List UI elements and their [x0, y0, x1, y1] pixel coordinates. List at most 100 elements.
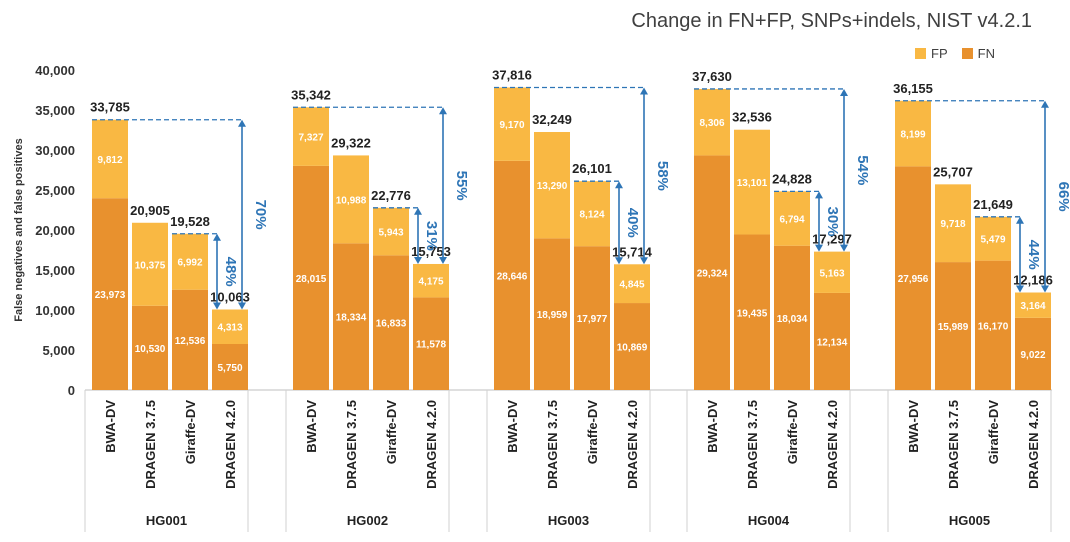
total-value-label: 29,322 — [331, 135, 371, 150]
bar-fn — [694, 155, 730, 390]
x-tick-label: DRAGEN 4.2.0 — [223, 400, 238, 489]
fn-value-label: 17,977 — [577, 314, 608, 325]
reduction-percent-label: 30% — [824, 206, 841, 236]
total-value-label: 35,342 — [291, 87, 331, 102]
fp-value-label: 6,794 — [779, 215, 804, 226]
total-value-label: 17,297 — [812, 232, 852, 247]
fn-value-label: 9,022 — [1020, 350, 1045, 361]
bar-fn — [574, 246, 610, 390]
group-label: HG004 — [748, 513, 790, 528]
fn-value-label: 19,435 — [737, 308, 768, 319]
bar-fp — [1015, 292, 1051, 318]
fp-value-label: 7,327 — [298, 133, 323, 144]
x-tick-label: BWA-DV — [505, 400, 520, 453]
fn-value-label: 12,536 — [175, 336, 206, 347]
fn-value-label: 18,959 — [537, 310, 568, 321]
fp-value-label: 5,479 — [980, 235, 1005, 246]
arrow-head-down — [1016, 285, 1024, 293]
y-tick-label: 25,000 — [35, 183, 75, 198]
total-value-label: 21,649 — [973, 197, 1013, 212]
bar-fp — [534, 132, 570, 239]
x-tick-label: DRAGEN 3.7.5 — [946, 400, 961, 489]
x-tick-label: BWA-DV — [906, 400, 921, 453]
x-tick-label: Giraffe-DV — [183, 400, 198, 465]
x-tick-label: BWA-DV — [304, 400, 319, 453]
reduction-percent-label: 66% — [1055, 182, 1070, 212]
reduction-percent-label: 55% — [453, 171, 470, 201]
bar-fp — [333, 155, 369, 244]
arrow-head-up — [615, 181, 623, 189]
fn-value-label: 5,750 — [217, 363, 242, 374]
bar-fn — [814, 292, 850, 390]
x-tick-label: DRAGEN 3.7.5 — [143, 400, 158, 489]
bar-fn — [494, 160, 530, 390]
x-tick-label: DRAGEN 4.2.0 — [825, 400, 840, 489]
fn-value-label: 28,646 — [497, 271, 528, 282]
total-value-label: 37,630 — [692, 69, 732, 84]
bar-fp — [895, 100, 931, 167]
bar-fn — [92, 198, 128, 390]
bar-fp — [734, 129, 770, 235]
fn-value-label: 15,989 — [938, 322, 969, 333]
fn-value-label: 29,324 — [697, 269, 728, 280]
bar-fp — [92, 119, 128, 199]
arrow-head-down — [439, 256, 447, 264]
legend-label-fp: FP — [931, 46, 948, 61]
y-tick-label: 40,000 — [35, 63, 75, 78]
legend-swatch-fp — [915, 48, 926, 59]
fn-value-label: 16,170 — [978, 321, 1009, 332]
total-value-label: 32,249 — [532, 112, 572, 127]
arrow-head-up — [1016, 216, 1024, 224]
arrow-head-up — [640, 87, 648, 95]
total-value-label: 24,828 — [772, 171, 812, 186]
x-tick-label: Giraffe-DV — [585, 400, 600, 465]
bar-fn — [534, 238, 570, 390]
fp-value-label: 4,175 — [418, 277, 443, 288]
x-tick-label: DRAGEN 4.2.0 — [424, 400, 439, 489]
x-tick-label: BWA-DV — [103, 400, 118, 453]
total-value-label: 37,816 — [492, 67, 532, 82]
fp-value-label: 9,170 — [499, 120, 524, 131]
legend-item-fn: FN — [961, 46, 995, 61]
arrow-head-down — [615, 257, 623, 265]
arrow-head-down — [238, 302, 246, 310]
x-tick-label: Giraffe-DV — [384, 400, 399, 465]
reduction-percent-label: 70% — [252, 200, 269, 230]
fn-value-label: 27,956 — [898, 274, 929, 285]
x-tick-label: Giraffe-DV — [785, 400, 800, 465]
arrow-head-up — [238, 119, 246, 127]
arrow-head-up — [414, 207, 422, 215]
fp-value-label: 4,845 — [619, 280, 644, 291]
fp-value-label: 4,313 — [217, 323, 242, 334]
bar-fp — [774, 191, 810, 246]
fp-value-label: 10,375 — [135, 260, 166, 271]
fp-value-label: 8,124 — [579, 210, 604, 221]
fp-value-label: 5,943 — [378, 228, 403, 239]
reduction-percent-label: 40% — [624, 208, 641, 238]
y-tick-label: 15,000 — [35, 263, 75, 278]
bar-fn — [212, 344, 248, 390]
fp-value-label: 5,163 — [819, 268, 844, 279]
bar-fp — [373, 207, 409, 256]
y-tick-label: 20,000 — [35, 223, 75, 238]
arrow-head-down — [1041, 285, 1049, 293]
bar-fn — [1015, 317, 1051, 390]
arrow-head-up — [213, 233, 221, 241]
bar-fp — [935, 184, 971, 263]
total-value-label: 20,905 — [130, 203, 170, 218]
fn-value-label: 16,833 — [376, 319, 407, 330]
reduction-percent-label: 48% — [222, 257, 239, 287]
y-tick-label: 0 — [68, 383, 75, 398]
bar-fn — [172, 289, 208, 390]
fn-value-label: 11,578 — [416, 340, 446, 351]
bar-fp — [212, 309, 248, 344]
bar-fp — [172, 233, 208, 290]
bar-fn — [614, 303, 650, 390]
bar-fn — [774, 245, 810, 390]
total-value-label: 10,063 — [210, 289, 250, 304]
y-tick-label: 30,000 — [35, 143, 75, 158]
reduction-percent-label: 58% — [654, 161, 671, 191]
total-value-label: 15,753 — [411, 244, 451, 259]
arrow-head-down — [815, 244, 823, 252]
